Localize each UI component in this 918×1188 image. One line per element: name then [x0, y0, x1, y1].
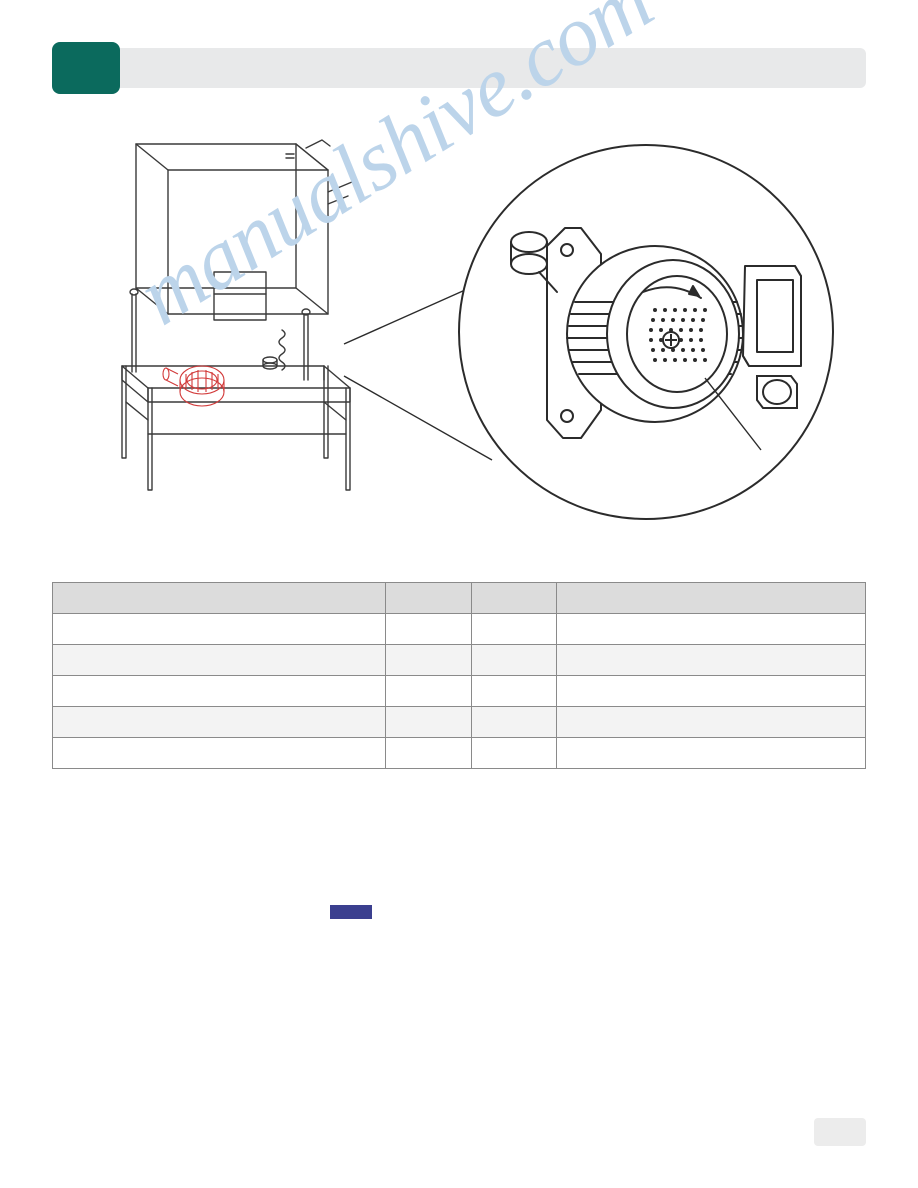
table-cell — [557, 614, 866, 645]
table-cell — [557, 676, 866, 707]
machine-illustration — [96, 134, 356, 534]
header-section-tab — [52, 42, 120, 94]
table-cell — [471, 676, 556, 707]
table-cell — [557, 738, 866, 769]
table-cell — [53, 738, 386, 769]
table-row — [53, 738, 866, 769]
table-cell — [557, 645, 866, 676]
table-row — [53, 645, 866, 676]
table-cell — [53, 707, 386, 738]
header-grey-bar — [90, 48, 866, 88]
page: manualshive.com — [0, 0, 918, 1188]
table-header-cell — [471, 583, 556, 614]
parts-table-wrap — [52, 582, 866, 769]
table-cell — [53, 676, 386, 707]
table-cell — [557, 707, 866, 738]
table-cell — [386, 676, 471, 707]
table-cell — [471, 738, 556, 769]
table-cell — [471, 645, 556, 676]
table-row — [53, 614, 866, 645]
header-row — [52, 42, 866, 94]
table-cell — [471, 707, 556, 738]
table-header-cell — [386, 583, 471, 614]
table-header-row — [53, 583, 866, 614]
diagram-area — [52, 134, 866, 564]
table-cell — [53, 645, 386, 676]
table-header-cell — [557, 583, 866, 614]
table-cell — [471, 614, 556, 645]
table-cell — [386, 738, 471, 769]
page-number-box — [814, 1118, 866, 1146]
table-cell — [386, 614, 471, 645]
parts-table — [52, 582, 866, 769]
motor-detail-circle — [458, 144, 834, 520]
table-cell — [386, 645, 471, 676]
table-row — [53, 676, 866, 707]
table-row — [53, 707, 866, 738]
blue-accent-mark — [330, 905, 372, 919]
table-cell — [53, 614, 386, 645]
table-cell — [386, 707, 471, 738]
table-header-cell — [53, 583, 386, 614]
motor-illustration — [505, 206, 805, 466]
